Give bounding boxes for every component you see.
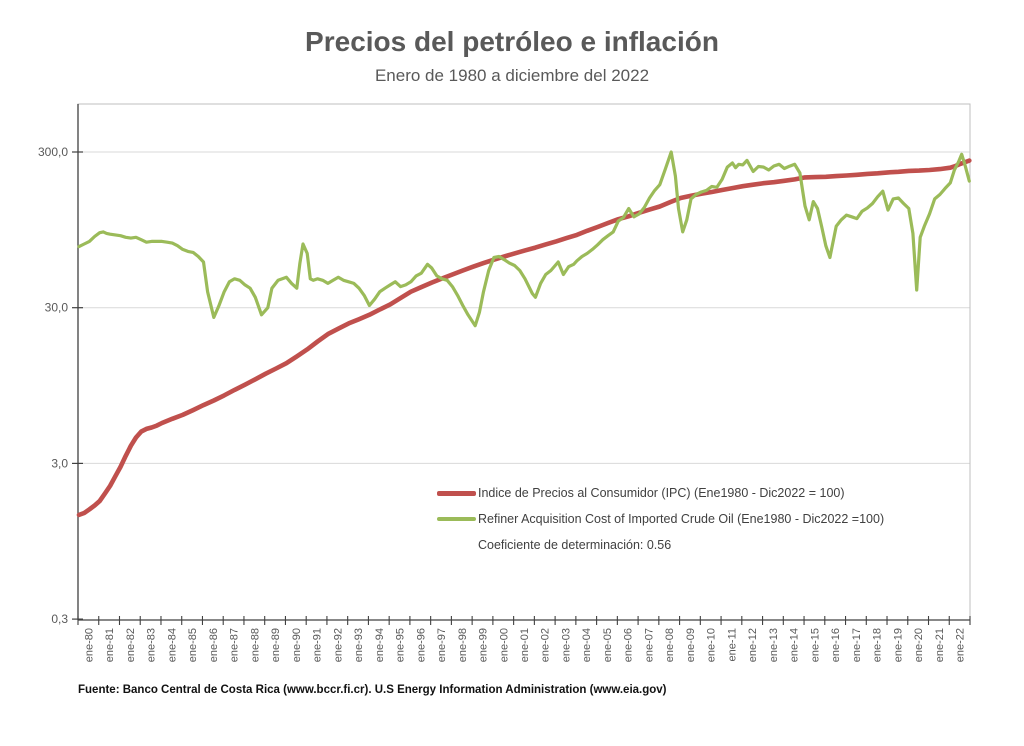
y-tick-label: 0,3 (51, 612, 68, 626)
oil-line (77, 150, 971, 328)
x-tick-label: ene-96 (415, 628, 427, 662)
oil-line-swatch (437, 517, 476, 521)
ipc-line-swatch (437, 490, 476, 496)
x-tick-label: ene-11 (726, 628, 738, 661)
x-tick-label: ene-88 (249, 628, 261, 662)
y-tick-label: 30,0 (45, 301, 69, 315)
x-tick-label: ene-17 (851, 628, 863, 662)
x-tick-label: ene-83 (146, 628, 158, 662)
x-tick-label: ene-12 (747, 628, 759, 662)
legend-label-ipc: Indice de Precios al Consumidor (IPC) (E… (478, 486, 845, 500)
x-tick-label: ene-10 (706, 628, 718, 662)
x-tick-label: ene-86 (208, 628, 220, 662)
x-tick-label: ene-09 (685, 628, 697, 662)
x-tick-label: ene-06 (623, 628, 635, 662)
x-tick-label: ene-14 (789, 628, 801, 662)
x-tick-label: ene-97 (436, 628, 448, 662)
x-tick-label: ene-04 (581, 628, 593, 662)
x-tick-label: ene-81 (104, 628, 116, 662)
x-tick-label: ene-99 (478, 628, 490, 662)
x-tick-label: ene-80 (83, 628, 95, 662)
source-note: Fuente: Banco Central de Costa Rica (www… (78, 684, 667, 696)
legend-item-ipc: Indice de Precios al Consumidor (IPC) (E… (437, 480, 884, 506)
x-tick-label: ene-85 (187, 628, 199, 662)
x-tick-label: ene-22 (955, 628, 967, 662)
x-tick-label: ene-19 (892, 628, 904, 662)
x-tick-label: ene-03 (560, 628, 572, 662)
x-tick-label: ene-20 (913, 628, 925, 662)
x-tick-label: ene-02 (540, 628, 552, 662)
x-tick-label: ene-16 (830, 628, 842, 662)
x-tick-label: ene-87 (229, 628, 241, 662)
x-tick-label: ene-94 (374, 628, 386, 662)
legend-label-oil: Refiner Acquisition Cost of Imported Cru… (478, 512, 885, 526)
x-tick-label: ene-89 (270, 628, 282, 662)
x-tick-label: ene-18 (872, 628, 884, 662)
x-tick-label: ene-21 (934, 628, 946, 662)
page-title: Precios del petróleo e inflación (305, 26, 719, 57)
x-tick-label: ene-90 (291, 628, 303, 662)
chart-legend: Indice de Precios al Consumidor (IPC) (E… (437, 480, 884, 558)
x-tick-label: ene-95 (395, 628, 407, 662)
x-tick-label: ene-15 (809, 628, 821, 662)
x-tick-label: ene-01 (519, 628, 531, 662)
x-tick-label: ene-07 (643, 628, 655, 662)
x-tick-label: ene-82 (125, 628, 137, 662)
legend-item-oil: Refiner Acquisition Cost of Imported Cru… (437, 506, 884, 532)
x-tick-label: ene-08 (664, 628, 676, 662)
y-tick-label: 3,0 (51, 456, 68, 470)
x-tick-label: ene-00 (498, 628, 510, 662)
x-tick-label: ene-05 (602, 628, 614, 662)
legend-item-coefficient: Coeficiente de determinación: 0.56 (437, 532, 884, 558)
x-tick-label: ene-13 (768, 628, 780, 662)
x-tick-label: ene-92 (332, 628, 344, 662)
coefficient-text: Coeficiente de determinación: 0.56 (478, 538, 672, 552)
x-tick-label: ene-84 (166, 628, 178, 662)
ipc-line (76, 158, 972, 518)
x-tick-label: ene-93 (353, 628, 365, 662)
page-subtitle: Enero de 1980 a diciembre del 2022 (374, 66, 650, 85)
x-tick-label: ene-98 (457, 628, 469, 662)
x-tick-label: ene-91 (312, 628, 324, 662)
y-tick-label: 300,0 (38, 145, 68, 159)
